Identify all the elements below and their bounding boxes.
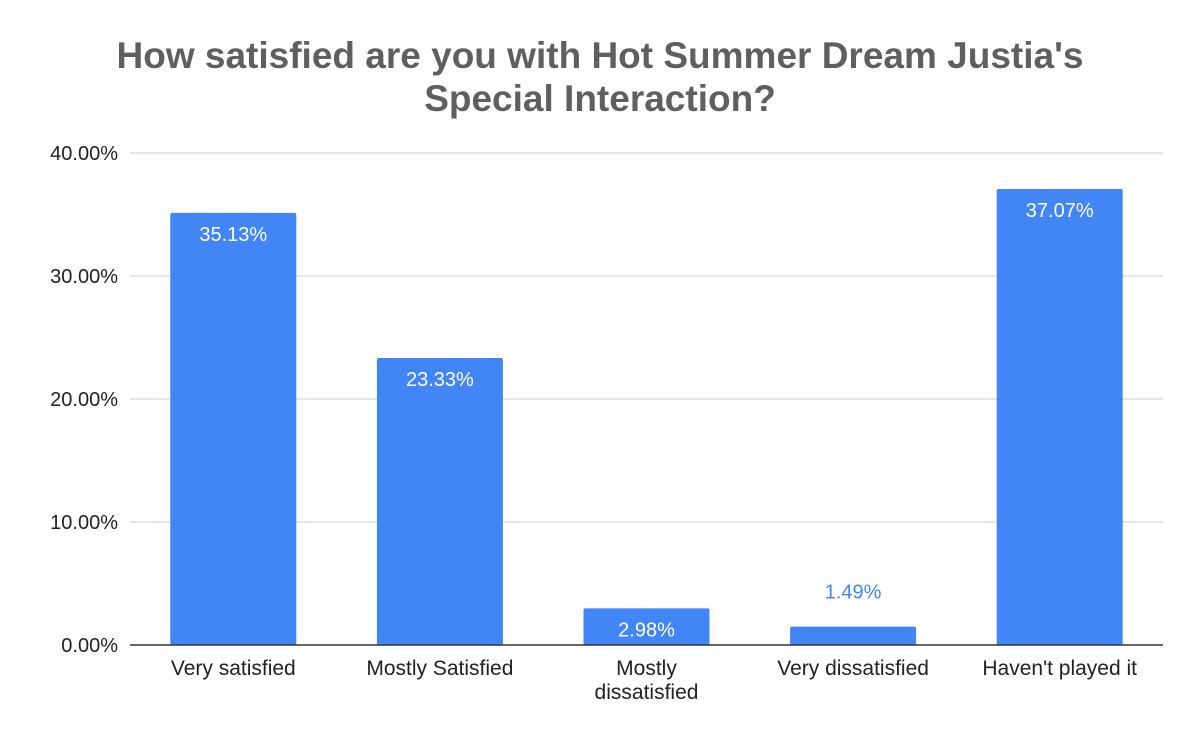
x-tick-label: Haven't played it xyxy=(982,657,1137,680)
data-label: 35.13% xyxy=(199,224,267,246)
y-tick-label: 30.00% xyxy=(50,266,118,288)
data-label: 1.49% xyxy=(825,582,882,604)
chart-title-line-2: Special Interaction? xyxy=(424,78,776,119)
bar xyxy=(170,212,297,645)
x-axis-tick-labels: Very satisfied Mostly Satisfied Mostlydiss… xyxy=(171,657,1137,704)
y-tick-label: 0.00% xyxy=(61,635,118,657)
chart-title-line-1: How satisfied are you with Hot Summer Dr… xyxy=(116,35,1084,76)
x-tick-label: dissatisfied xyxy=(595,681,699,704)
y-tick-label: 40.00% xyxy=(50,143,118,165)
chart-title: How satisfied are you with Hot Summer Dr… xyxy=(0,34,1200,120)
x-tick-label: Mostly xyxy=(616,657,677,680)
x-tick-label: Mostly Satisfied xyxy=(366,657,513,680)
bars xyxy=(170,189,1123,645)
x-tick-label: Very dissatisfied xyxy=(777,657,929,680)
bar xyxy=(583,608,710,645)
data-label: 2.98% xyxy=(618,619,675,641)
gridlines xyxy=(130,152,1163,523)
y-tick-label: 10.00% xyxy=(50,512,118,534)
data-labels: 35.13% 23.33% 2.98% 1.49% 37.07% xyxy=(199,200,1093,641)
x-tick-label: Very satisfied xyxy=(171,657,296,680)
y-axis-tick-labels: 0.00% 10.00% 20.00% 30.00% 40.00% xyxy=(50,143,118,657)
y-tick-label: 20.00% xyxy=(50,389,118,411)
data-label: 37.07% xyxy=(1026,200,1094,222)
bar xyxy=(376,358,503,645)
bar xyxy=(790,626,917,645)
bar xyxy=(996,189,1123,645)
data-label: 23.33% xyxy=(406,369,474,391)
